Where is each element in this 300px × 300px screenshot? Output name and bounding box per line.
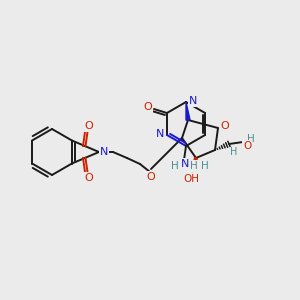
Polygon shape bbox=[186, 102, 190, 120]
Text: H: H bbox=[201, 161, 209, 171]
Text: N: N bbox=[181, 159, 189, 169]
Text: H: H bbox=[247, 134, 255, 144]
Text: O: O bbox=[84, 173, 93, 183]
Text: O: O bbox=[243, 141, 251, 151]
Text: O: O bbox=[147, 172, 155, 182]
Polygon shape bbox=[192, 158, 197, 172]
Text: O: O bbox=[144, 102, 152, 112]
Text: O: O bbox=[220, 121, 230, 131]
Text: OH: OH bbox=[183, 174, 199, 184]
Text: H: H bbox=[190, 161, 198, 171]
Text: H: H bbox=[171, 161, 179, 171]
Text: O: O bbox=[84, 121, 93, 131]
Text: N: N bbox=[156, 129, 164, 139]
Text: N: N bbox=[189, 96, 197, 106]
Text: N: N bbox=[100, 147, 108, 157]
Text: H: H bbox=[230, 147, 238, 157]
